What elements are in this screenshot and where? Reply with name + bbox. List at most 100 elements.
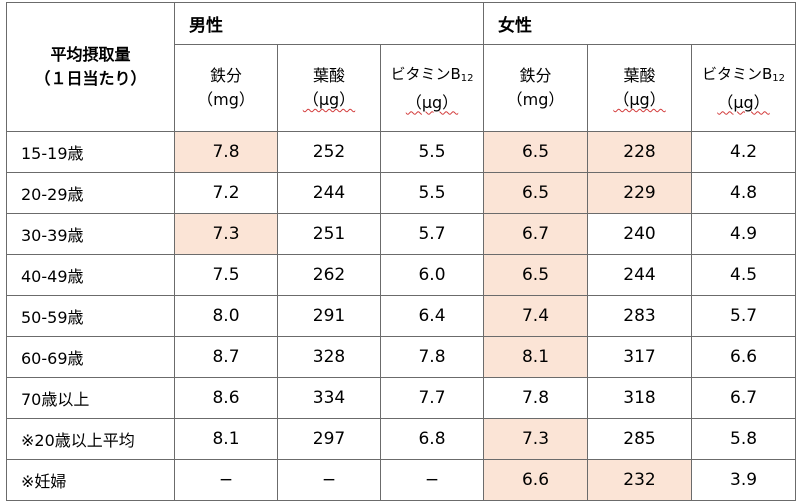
nutrient-unit-text: （mg） [197,90,255,109]
nutrient-header-row: 鉄分 （mg） 葉酸 （µg） ビタミンB12 （µg） 鉄分 （mg） 葉酸 （µg） ビタミンB… [7,44,797,132]
table-cell: 6.0 [379,254,485,296]
table-cell: 317 [587,336,693,378]
nutrient-unit-text: （µg） [717,92,770,112]
table-cell: 4.5 [691,254,797,296]
table-cell: 285 [587,418,693,460]
row-label: 50-59歳 [6,295,175,337]
corner-label-line-1: 平均摂取量 [50,45,131,64]
nutrient-unit: （µg） [588,88,691,112]
table-cell: 4.8 [691,172,797,214]
group-header-male: 男性 [173,2,485,45]
nutrient-name-text: ビタミンB [390,64,461,83]
row-label: 40-49歳 [6,254,175,296]
table-row: 15-19歳 7.8 252 5.5 6.5 228 4.2 [6,131,797,173]
nutrient-intake-table: 平均摂取量 （１日当たり） 男性 女性 鉄分 （mg） 葉酸 （µg） ビタミンB12 （… [6,2,797,501]
nutrient-unit-text: （mg） [506,90,565,109]
table-cell: 5.8 [691,418,797,460]
table-cell: 5.7 [691,295,797,337]
table-cell: 7.4 [483,295,589,337]
table-cell: 318 [587,377,693,419]
table-cell: 5.7 [379,213,485,255]
table-cell: 4.2 [691,131,797,173]
table-cell: 6.5 [483,172,589,214]
table-row: 40-49歳 7.5 262 6.0 6.5 244 4.5 [6,254,797,296]
row-label: 15-19歳 [6,131,175,173]
nutrient-unit-text: （µg） [302,90,356,109]
nutrient-name: ビタミンB12 [381,62,483,91]
nutrient-name: 鉄分 [484,64,587,88]
nutrient-header-2: ビタミンB12 （µg） [379,44,485,132]
table-cell: 7.3 [174,213,278,255]
row-label: ※20歳以上平均 [6,418,175,460]
table-cell: 6.8 [379,418,485,460]
corner-label-line-2: （１日当たり） [34,69,147,88]
row-label: 60-69歳 [6,336,175,378]
nutrient-name-text: ビタミンB [702,64,773,83]
table-cell: 229 [587,172,693,214]
table-cell: 7.8 [483,377,589,419]
nutrient-unit-text: （µg） [613,90,666,109]
row-label: ※妊婦 [6,459,175,501]
group-header-female: 女性 [483,2,797,45]
table-cell: 228 [587,131,693,173]
table-cell: 6.7 [483,213,589,255]
nutrient-name-text: 鉄分 [519,66,552,85]
table-cell: 297 [277,418,381,460]
table-cell: 251 [277,213,381,255]
nutrient-unit: （mg） [484,88,587,112]
nutrient-header-4: 葉酸 （µg） [587,44,693,132]
table-row: 60-69歳 8.7 328 7.8 8.1 317 6.6 [6,336,797,378]
row-label: 30-39歳 [6,213,175,255]
table-cell: 7.7 [379,377,485,419]
table-cell: 6.5 [483,254,589,296]
table-cell: 328 [277,336,381,378]
table-cell: 6.4 [379,295,485,337]
nutrient-name-text: 葉酸 [623,66,656,85]
nutrient-subscript: 12 [772,72,786,84]
nutrient-name-text: 葉酸 [312,66,345,85]
table-cell: 8.6 [174,377,278,419]
table-row: 30-39歳 7.3 251 5.7 6.7 240 4.9 [6,213,797,255]
table-row: 50-59歳 8.0 291 6.4 7.4 283 5.7 [6,295,797,337]
table-cell: 4.9 [691,213,797,255]
table-cell: 7.8 [174,131,278,173]
table-cell: 6.5 [483,131,589,173]
nutrient-header-3: 鉄分 （mg） [483,44,589,132]
table-cell: 6.6 [691,336,797,378]
table-cell: − [379,459,485,501]
nutrient-name: 葉酸 [278,64,380,88]
table-cell: 291 [277,295,381,337]
table-cell: 6.7 [691,377,797,419]
table-cell: 240 [587,213,693,255]
table-body: 15-19歳 7.8 252 5.5 6.5 228 4.2 20-29歳 7.2 244 5.5 6… [6,131,797,501]
table-row: ※妊婦 − − −6.6 232 3.9 [6,459,797,501]
table-row: ※20歳以上平均 8.1 297 6.8 7.3 285 5.8 [6,418,797,460]
nutrient-unit: （mg） [175,88,277,112]
nutrient-name: 鉄分 [175,64,277,88]
table-cell: 252 [277,131,381,173]
nutrient-unit: （µg） [381,91,483,115]
table-cell: 244 [277,172,381,214]
table-cell: 262 [277,254,381,296]
row-label: 20-29歳 [6,172,175,214]
table-cell: 8.1 [174,418,278,460]
table-cell: − [174,459,278,501]
table-cell: 7.3 [483,418,589,460]
table-cell: 5.5 [379,131,485,173]
table-cell: 6.6 [483,459,589,501]
nutrient-unit-text: （µg） [405,92,459,112]
table-cell: 283 [587,295,693,337]
row-label: 70歳以上 [6,377,175,419]
table-row: 70歳以上 8.6 334 7.7 7.8 318 6.7 [6,377,797,419]
nutrient-unit: （µg） [278,88,380,112]
nutrient-name-text: 鉄分 [209,66,242,85]
nutrient-header-0: 鉄分 （mg） [174,44,278,132]
table-row: 20-29歳 7.2 244 5.5 6.5 229 4.8 [6,172,797,214]
table-cell: 7.5 [174,254,278,296]
table-cell: 8.1 [483,336,589,378]
table-cell: 244 [587,254,693,296]
nutrient-unit: （µg） [692,91,795,115]
table-cell: 7.2 [174,172,278,214]
table-cell: 334 [277,377,381,419]
nutrient-subscript: 12 [460,72,474,84]
